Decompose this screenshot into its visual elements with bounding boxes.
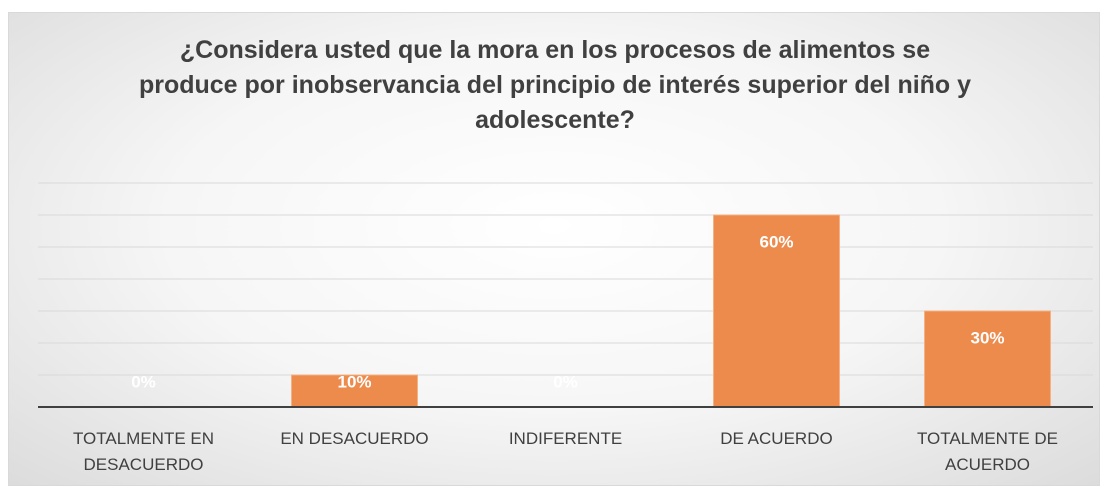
x-tick-label: TOTALMENTE EN DESACUERDO: [72, 429, 215, 474]
x-tick-label: TOTALMENTE DE ACUERDO: [916, 429, 1059, 474]
bar: [924, 310, 1051, 408]
chart-title: ¿Considera usted que la mora en los proc…: [138, 36, 972, 134]
x-tick-label: DE ACUERDO: [720, 429, 833, 448]
bar: [291, 374, 418, 408]
bar: [713, 214, 840, 408]
data-label: 10%: [337, 372, 371, 391]
data-label: 60%: [759, 232, 793, 251]
data-label: 30%: [970, 328, 1004, 347]
data-label: 0%: [131, 372, 156, 391]
x-tick-label: EN DESACUERDO: [280, 429, 429, 448]
data-label: 0%: [553, 372, 578, 391]
x-tick-label: INDIFERENTE: [508, 429, 623, 448]
